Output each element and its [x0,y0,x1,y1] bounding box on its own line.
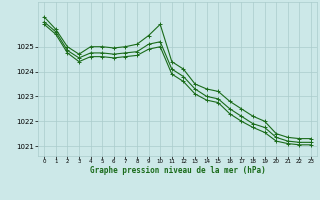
X-axis label: Graphe pression niveau de la mer (hPa): Graphe pression niveau de la mer (hPa) [90,166,266,175]
